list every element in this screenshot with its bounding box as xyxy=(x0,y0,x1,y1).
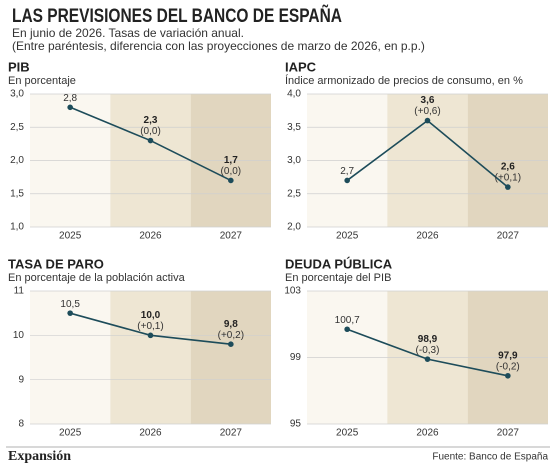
value-label: 3,6 xyxy=(421,95,435,106)
y-tick-label: 99 xyxy=(290,352,302,363)
x-tick-label: 2025 xyxy=(59,231,82,242)
page-title: LAS PREVISIONES DEL BANCO DE ESPAÑA xyxy=(12,5,342,27)
y-tick-label: 9 xyxy=(18,374,24,385)
y-tick-label: 2,5 xyxy=(10,122,24,133)
page-note: (Entre paréntesis, diferencia con las pr… xyxy=(12,39,425,53)
point xyxy=(344,326,350,333)
value-label: 2,6 xyxy=(501,162,515,173)
point xyxy=(344,177,350,184)
x-tick-label: 2025 xyxy=(336,231,359,242)
x-tick-label: 2026 xyxy=(139,231,162,242)
x-tick-label: 2027 xyxy=(220,428,243,439)
point xyxy=(228,341,234,348)
value-label: 1,7 xyxy=(224,155,238,166)
y-tick-label: 2,0 xyxy=(287,222,301,233)
chart-subtitle: Índice armonizado de precios de consumo,… xyxy=(285,74,523,87)
change-label: (-0,2) xyxy=(496,361,520,372)
column-band xyxy=(190,291,271,424)
change-label: (+0,1) xyxy=(495,173,521,184)
column-band xyxy=(110,291,191,424)
x-tick-label: 2026 xyxy=(139,428,162,439)
point xyxy=(67,310,73,316)
point xyxy=(228,177,234,184)
y-tick-label: 1,0 xyxy=(10,222,24,233)
x-tick-label: 2027 xyxy=(220,231,243,242)
brand: Expansión xyxy=(8,449,71,464)
y-tick-label: 3,0 xyxy=(10,89,24,100)
point xyxy=(424,356,431,362)
value-label: 98,9 xyxy=(418,334,438,345)
y-tick-label: 103 xyxy=(284,286,301,297)
x-tick-label: 2027 xyxy=(497,428,520,439)
chart-title: PIB xyxy=(8,59,30,74)
y-tick-label: 1,5 xyxy=(10,188,24,199)
value-label: 9,8 xyxy=(224,319,238,330)
change-label: (+0,1) xyxy=(137,321,163,332)
y-tick-label: 8 xyxy=(18,419,24,430)
x-tick-label: 2026 xyxy=(416,231,439,242)
value-label: 2,8 xyxy=(63,93,77,104)
chart-subtitle: En porcentaje xyxy=(8,75,76,87)
x-tick-label: 2025 xyxy=(59,428,82,439)
y-tick-label: 3,0 xyxy=(287,155,301,166)
change-label: (+0,6) xyxy=(414,106,440,117)
y-tick-label: 3,5 xyxy=(287,122,301,133)
y-tick-label: 11 xyxy=(14,286,25,297)
change-label: (0,0) xyxy=(221,166,242,177)
value-label: 10,0 xyxy=(141,310,161,321)
x-tick-label: 2025 xyxy=(336,428,359,439)
chart-subtitle: En porcentaje de la población activa xyxy=(8,272,186,284)
x-tick-label: 2026 xyxy=(416,428,439,439)
value-label: 100,7 xyxy=(335,315,360,326)
change-label: (0,0) xyxy=(140,126,161,137)
source: Fuente: Banco de España xyxy=(432,452,548,463)
chart-title: TASA DE PARO xyxy=(8,256,104,271)
y-tick-label: 4,0 xyxy=(287,89,301,100)
point xyxy=(147,332,154,339)
page-subtitle: En junio de 2026. Tasas de variación anu… xyxy=(12,26,244,40)
change-label: (-0,3) xyxy=(416,345,440,356)
y-tick-label: 2,5 xyxy=(287,188,301,199)
chart-title: IAPC xyxy=(285,59,317,74)
change-label: (+0,2) xyxy=(218,330,244,341)
point xyxy=(147,137,154,144)
value-label: 97,9 xyxy=(498,350,518,361)
chart-subtitle: En porcentaje del PIB xyxy=(285,272,391,284)
point xyxy=(67,104,73,111)
value-label: 2,3 xyxy=(144,115,158,126)
y-tick-label: 95 xyxy=(290,419,302,430)
value-label: 2,7 xyxy=(340,166,354,177)
x-tick-label: 2027 xyxy=(497,231,520,242)
point xyxy=(505,184,511,190)
y-tick-label: 10 xyxy=(13,330,25,341)
point xyxy=(505,372,511,379)
y-tick-label: 2,0 xyxy=(10,155,24,166)
value-label: 10,5 xyxy=(60,299,80,310)
chart-title: DEUDA PÚBLICA xyxy=(285,256,393,271)
point xyxy=(424,117,431,124)
